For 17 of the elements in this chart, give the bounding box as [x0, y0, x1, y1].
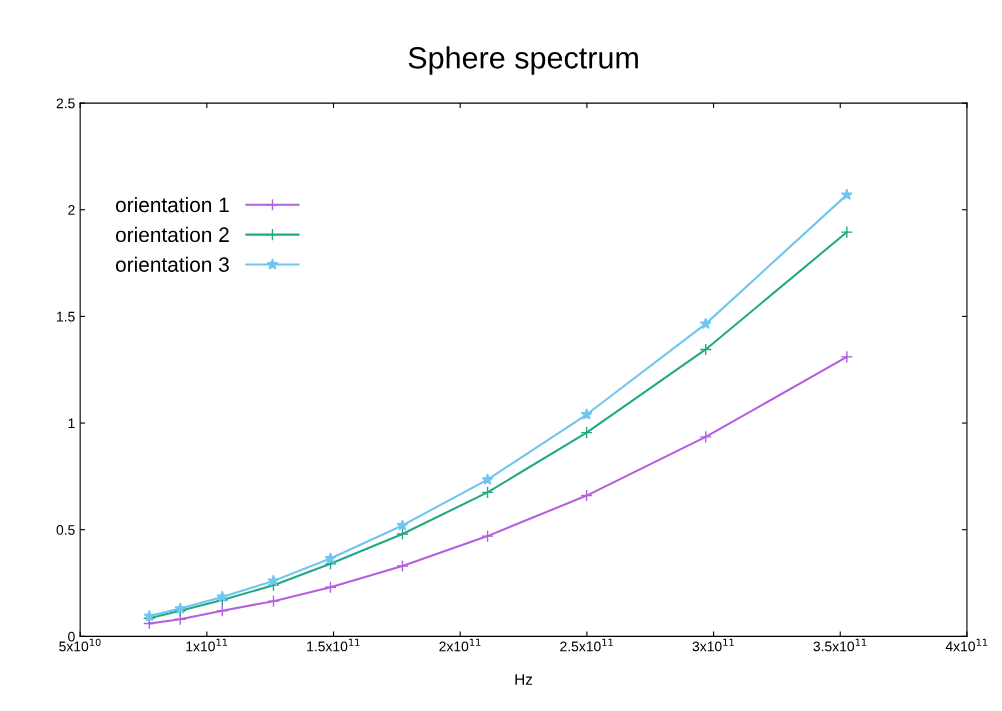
x-tick-label: 2.5x10$^{11}$ — [560, 638, 613, 652]
y-tick-label: 0.5 — [56, 525, 75, 535]
legend-label: orientation 2 — [115, 226, 229, 243]
x-tick-label: 3x10$^{11}$ — [692, 638, 734, 652]
x-axis-title: Hz — [515, 674, 533, 685]
chart-title: Sphere spectrum — [408, 46, 638, 75]
y-tick-label: 2 — [68, 205, 75, 215]
legend-label: orientation 3 — [115, 256, 229, 272]
x-tick-label: 2x10$^{11}$ — [439, 638, 481, 652]
x-tick-label: 4x10$^{11}$ — [945, 638, 988, 652]
y-tick-label: 1 — [68, 418, 75, 429]
y-tick-label: 1.5 — [57, 311, 75, 322]
legend-label: orientation 1 — [115, 196, 229, 213]
x-tick-label: 1.5x10$^{11}$ — [307, 638, 360, 652]
x-tick-label: 3.5x10$^{11}$ — [813, 638, 867, 652]
y-tick-label: 2.5 — [56, 98, 75, 109]
x-tick-label: 1x10$^{11}$ — [186, 638, 228, 652]
